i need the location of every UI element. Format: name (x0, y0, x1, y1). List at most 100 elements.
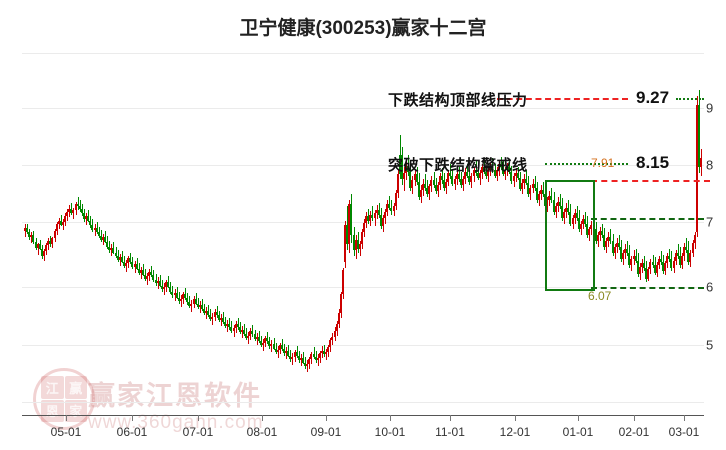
candle-body (306, 363, 308, 367)
candle-body (403, 173, 405, 180)
candle-body (649, 262, 651, 270)
candle-body (390, 207, 392, 212)
candle-body (464, 171, 466, 180)
candle-body (140, 270, 142, 273)
candle-body (517, 173, 519, 178)
candle-body (626, 249, 628, 254)
candle-wick (162, 279, 163, 292)
candle-body (525, 179, 527, 183)
candle-body (407, 166, 409, 172)
candle-body (180, 298, 182, 302)
candle-body (662, 262, 664, 271)
candle-body (479, 173, 481, 178)
y-axis-label: 9 (706, 100, 714, 116)
candle-body (222, 317, 224, 323)
candle-body (39, 244, 41, 249)
candle-body (435, 185, 437, 191)
candle-wick (234, 324, 235, 337)
candle-body (205, 310, 207, 313)
candle-body (384, 211, 386, 219)
candle-body (687, 250, 689, 263)
x-axis-label: 10-01 (374, 425, 406, 439)
candle-wick (286, 347, 287, 360)
candle-body (83, 213, 85, 220)
candle-wick (408, 155, 409, 177)
candle-body (251, 330, 253, 335)
candle-body (580, 223, 582, 230)
candle-body (108, 246, 110, 251)
candle-body (32, 234, 34, 242)
candle-body (60, 220, 62, 226)
candle-body (679, 256, 681, 265)
candle-body (235, 323, 237, 329)
candle-body (270, 343, 272, 347)
candle-body (477, 173, 479, 178)
candle-body (186, 297, 188, 303)
candle-wick (636, 249, 637, 264)
candle-body (75, 203, 77, 210)
candle-body (426, 187, 428, 194)
candle-body (188, 302, 190, 306)
candle-wick (526, 170, 527, 186)
candle-body (357, 239, 359, 249)
candle-wick (375, 209, 376, 227)
candle-body (283, 348, 285, 354)
candle-body (683, 246, 685, 257)
x-axis-tick (450, 415, 451, 421)
candle-wick (143, 264, 144, 277)
candle-wick (560, 193, 561, 209)
candle-body (62, 221, 64, 226)
candle-body (409, 171, 411, 188)
candle-wick (326, 348, 327, 361)
candle-wick (73, 207, 74, 220)
candle-body (218, 315, 220, 321)
candle-body (117, 256, 119, 260)
candle-body (420, 189, 422, 197)
candle-body (645, 267, 647, 279)
candle-body (546, 199, 548, 206)
candle-wick (141, 266, 142, 279)
candle-body (336, 323, 338, 331)
candle-body (54, 231, 56, 239)
candle-body (256, 336, 258, 340)
candle-body (260, 341, 262, 345)
candle-body (664, 263, 666, 271)
candle-body (167, 282, 169, 287)
x-axis-label: 05-01 (50, 425, 82, 439)
candle-body (578, 217, 580, 230)
candle-wick (38, 243, 39, 255)
candle-wick (314, 347, 315, 360)
candle-body (47, 240, 49, 246)
candle-body (329, 340, 331, 348)
candle-body (468, 175, 470, 183)
candle-body (152, 275, 154, 280)
candle-body (277, 349, 279, 353)
candle-body (588, 229, 590, 236)
candle-body (174, 292, 176, 296)
candle-body (327, 347, 329, 353)
y-axis-label: 7 (706, 214, 714, 230)
candle-body (216, 311, 218, 316)
candle-body (559, 201, 561, 206)
candle-body (454, 179, 456, 184)
candle-body (346, 225, 348, 245)
candle-body (203, 309, 205, 313)
gridline (22, 287, 704, 288)
y-axis-label: 8 (706, 157, 714, 173)
candle-body (300, 358, 302, 361)
candle-body (369, 214, 371, 221)
x-axis-tick (684, 415, 685, 421)
candle-body (698, 105, 700, 168)
candle-body (355, 239, 357, 251)
candle-body (473, 170, 475, 177)
candle-body (374, 213, 376, 218)
candle-body (397, 174, 399, 194)
candle-body (291, 356, 293, 360)
candle-body (483, 167, 485, 172)
candle-wick (535, 176, 536, 191)
candle-body (138, 269, 140, 273)
candle-wick (669, 249, 670, 263)
candle-body (224, 322, 226, 327)
candle-body (689, 253, 691, 263)
